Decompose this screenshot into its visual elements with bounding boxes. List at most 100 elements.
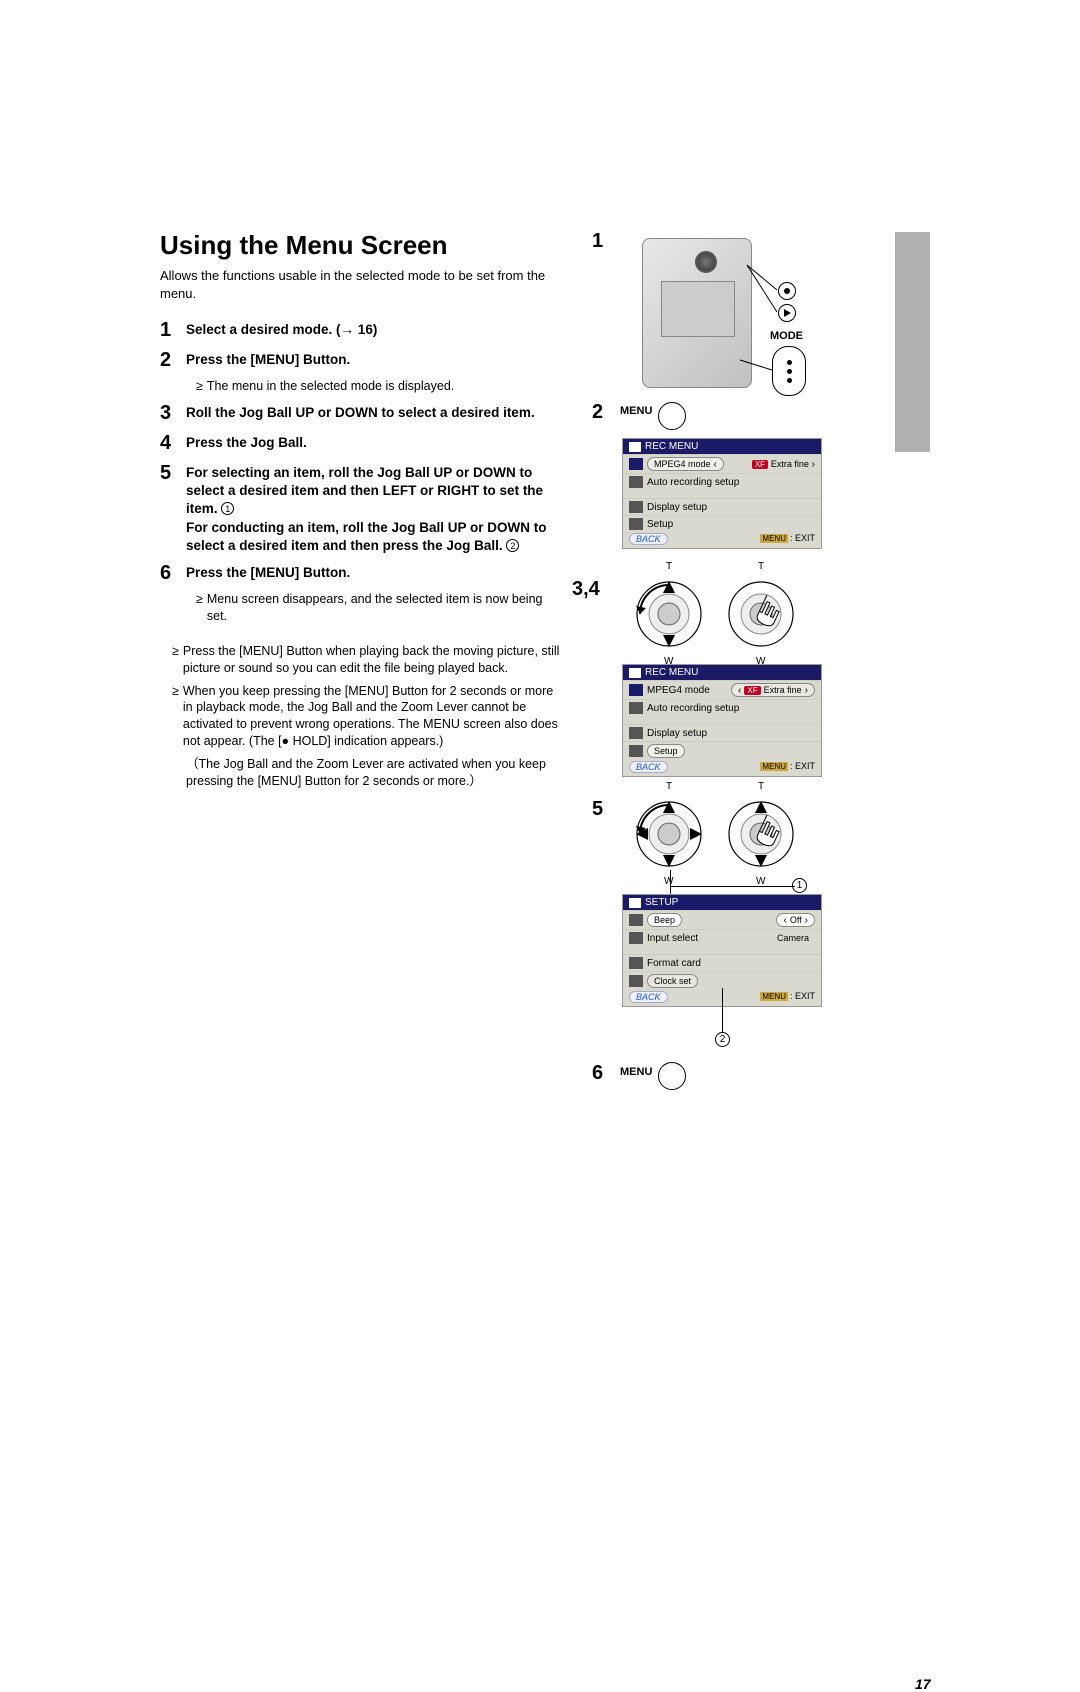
back-button: BACK: [629, 533, 668, 545]
menu-exit-label: MENU: EXIT: [760, 991, 815, 1003]
figure-label-34: 3,4: [572, 578, 600, 601]
camera-icon: [629, 442, 641, 452]
step-5: 5 For selecting an item, roll the Jog Ba…: [160, 461, 560, 555]
row-label: Auto recording setup: [647, 703, 739, 714]
note-text: Press the [MENU] Button when playing bac…: [183, 643, 560, 677]
step-1: 1 Select a desired mode. (→ 16): [160, 318, 560, 342]
step-body: Select a desired mode. (→ 16): [186, 318, 377, 339]
screen-header: REC MENU: [623, 439, 821, 454]
menu-row-auto-rec: Auto recording setup: [623, 473, 821, 490]
bullet-icon: ≥: [172, 643, 179, 677]
jog-ball-all-dir: T W: [630, 795, 708, 873]
camera-icon: [629, 668, 641, 678]
circled-1-icon: 1: [221, 502, 234, 515]
steps-list: 1 Select a desired mode. (→ 16) 2 Press …: [160, 318, 560, 625]
xf-badge: XF: [744, 686, 760, 695]
setup-header-icon: [629, 898, 641, 908]
substep-text: The menu in the selected mode is display…: [207, 378, 454, 395]
note-text: When you keep pressing the [MENU] Button…: [183, 683, 560, 751]
row-label: Display setup: [647, 728, 707, 739]
value-pill: ‹ XF Extra fine ›: [731, 683, 815, 697]
camera-illustration: [642, 238, 752, 388]
value-label: Camera: [771, 933, 815, 943]
row-label: MPEG4 mode: [654, 459, 711, 469]
menu-label: MENU: [620, 405, 652, 417]
step-number: 2: [160, 348, 186, 372]
xf-badge: XF: [752, 460, 768, 469]
step-body: Press the [MENU] Button.: [186, 348, 350, 369]
chevron-right-icon: ›: [805, 685, 808, 696]
mpeg4-mode-pill: MPEG4 mode ‹: [647, 457, 724, 471]
step-number: 4: [160, 431, 186, 455]
step-3: 3 Roll the Jog Ball UP or DOWN to select…: [160, 401, 560, 425]
figure-label-2: 2: [592, 401, 603, 424]
chevron-left-icon: ‹: [738, 685, 741, 696]
step-body: Roll the Jog Ball UP or DOWN to select a…: [186, 401, 535, 422]
step-body: Press the [MENU] Button.: [186, 561, 350, 582]
menu-row-auto-rec: Auto recording setup: [623, 699, 821, 716]
row-label: Setup: [647, 519, 673, 530]
step-body: Press the Jog Ball.: [186, 431, 307, 452]
chevron-left-icon: ‹: [783, 915, 786, 926]
page-number: 17: [915, 1676, 931, 1692]
note-2: ≥ When you keep pressing the [MENU] Butt…: [160, 683, 560, 751]
chevron-left-icon: ‹: [714, 459, 717, 470]
separator: [623, 946, 821, 954]
screen-footer: BACK MENU: EXIT: [623, 760, 821, 776]
mpeg4-icon: [629, 458, 643, 470]
menu-row-mpeg4: MPEG4 mode ‹ XF Extra fine ›: [623, 680, 821, 699]
playback-mode-icon: [778, 304, 796, 322]
step-number: 5: [160, 461, 186, 485]
step-number: 3: [160, 401, 186, 425]
row-label: Setup: [654, 746, 678, 756]
setup-icon: [629, 745, 643, 757]
card-icon: [629, 957, 643, 969]
menu-button-icon: [658, 402, 686, 430]
row-label: Format card: [647, 958, 701, 969]
step-6: 6 Press the [MENU] Button.: [160, 561, 560, 585]
mode-label: MODE: [770, 330, 803, 342]
substep-text: Menu screen disappears, and the selected…: [207, 591, 560, 625]
jog-ball-updown: T W: [630, 575, 708, 653]
menu-row-format-card: Format card: [623, 954, 821, 971]
menu-exit-label: MENU: EXIT: [760, 533, 815, 545]
setup-pill-selected: Setup: [647, 744, 685, 758]
menu-row-mpeg4: MPEG4 mode ‹ XF Extra fine ›: [623, 454, 821, 473]
mode-dial: [772, 346, 806, 396]
dial-dot-icon: [787, 369, 792, 374]
step-number: 1: [160, 318, 186, 342]
menu-screen-rec-2: REC MENU MPEG4 mode ‹ XF Extra fine › Au…: [622, 664, 822, 777]
value-group: XF Extra fine ›: [752, 459, 815, 470]
menu-badge: MENU: [760, 762, 788, 771]
menu-screen-rec-1: REC MENU MPEG4 mode ‹ XF Extra fine › Au…: [622, 438, 822, 549]
beep-pill: Beep: [647, 913, 682, 927]
step-body: For selecting an item, roll the Jog Ball…: [186, 461, 560, 555]
step-2-sub: ≥ The menu in the selected mode is displ…: [196, 378, 560, 395]
note-continuation: （The Jog Ball and the Zoom Lever are act…: [186, 756, 560, 790]
row-label: Auto recording setup: [647, 477, 739, 488]
leader-line: [722, 988, 723, 1032]
t-label: T: [666, 561, 672, 572]
leader-line: [670, 886, 795, 887]
screen-title: REC MENU: [645, 441, 698, 452]
circled-2-icon: 2: [506, 539, 519, 552]
screen-header: REC MENU: [623, 665, 821, 680]
step-number: 6: [160, 561, 186, 585]
t-label: T: [666, 781, 672, 792]
exit-text: : EXIT: [790, 761, 815, 771]
menu-label: MENU: [620, 1066, 652, 1078]
menu-badge: MENU: [760, 992, 788, 1001]
gear-icon: [629, 476, 643, 488]
note-1: ≥ Press the [MENU] Button when playing b…: [160, 643, 560, 677]
value-label: Off: [790, 915, 802, 925]
menu-row-display-setup: Display setup: [623, 724, 821, 741]
row-label: Beep: [654, 915, 675, 925]
back-button: BACK: [629, 761, 668, 773]
page-title: Using the Menu Screen: [160, 230, 930, 261]
clock-icon: [629, 975, 643, 987]
value-pill: ‹ Off ›: [776, 913, 815, 927]
menu-row-display-setup: Display setup: [623, 498, 821, 515]
step-4: 4 Press the Jog Ball.: [160, 431, 560, 455]
figure-label-1: 1: [592, 230, 603, 253]
value-label: Extra fine: [764, 685, 802, 695]
